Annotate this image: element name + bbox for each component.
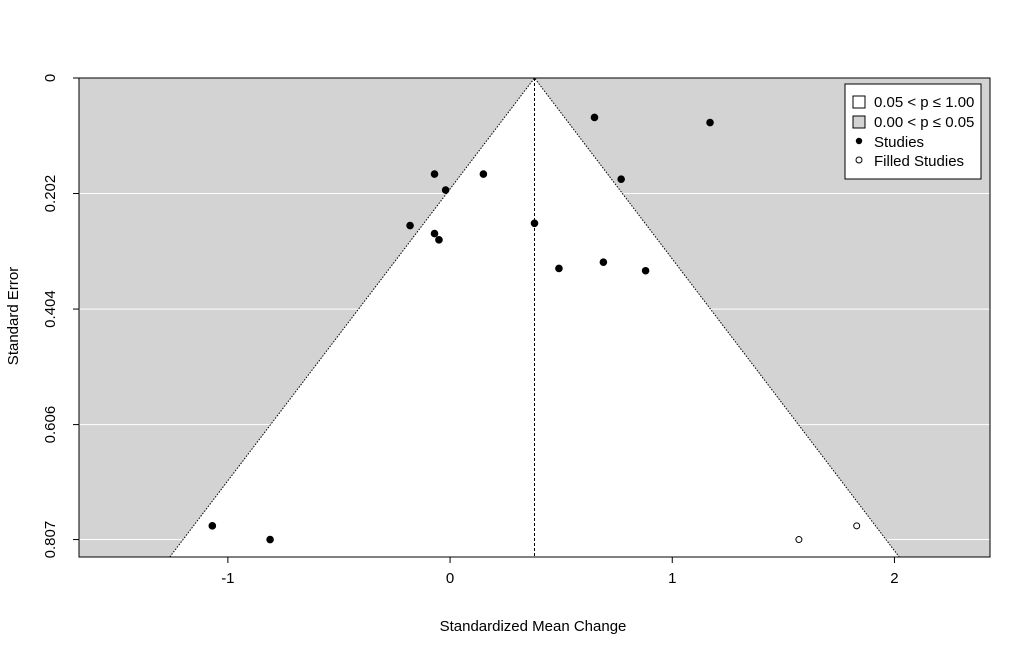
- y-axis-title: Standard Error: [5, 267, 22, 365]
- plot-area: [78, 77, 991, 558]
- legend-symbol-studies: [855, 137, 863, 145]
- study-point-9: [435, 236, 443, 244]
- funnel-region: [169, 78, 900, 557]
- study-point-5: [441, 186, 450, 194]
- legend: 0.05 < p ≤ 1.00 0.00 < p ≤ 0.05 Studies …: [844, 83, 982, 180]
- study-point-14: [266, 535, 274, 544]
- study-point-3: [479, 170, 488, 178]
- y-tick-label-2: 0.404: [42, 290, 59, 328]
- legend-symbol-funnel: [852, 95, 866, 109]
- filled-study-point-1: [853, 522, 861, 530]
- y-tick-label-0: 0: [42, 74, 59, 82]
- study-point-13: [208, 522, 217, 530]
- study-point-7: [530, 219, 539, 228]
- legend-label-studies: Studies: [874, 134, 924, 151]
- x-tick-label-0: -1: [221, 570, 234, 587]
- x-axis-title: Standardized Mean Change: [440, 618, 627, 635]
- y-tick-label-3: 0.606: [42, 406, 59, 444]
- study-point-2: [430, 170, 439, 178]
- study-point-10: [599, 258, 608, 266]
- funnel-edge-lines: [169, 78, 900, 557]
- y-tick-label-1: 0.202: [42, 175, 59, 213]
- study-point-6: [406, 221, 414, 230]
- study-point-12: [641, 266, 650, 275]
- study-point-0: [590, 113, 599, 122]
- y-axis: 0 0.202 0.404 0.606 0.807: [42, 74, 79, 559]
- legend-symbol-filled-studies: [855, 156, 863, 164]
- x-tick-label-3: 2: [890, 570, 898, 587]
- study-point-4: [617, 175, 625, 184]
- study-points: [208, 113, 861, 544]
- study-point-11: [555, 264, 563, 273]
- x-tick-label-2: 1: [668, 570, 676, 587]
- legend-label-filled-studies: Filled Studies: [874, 153, 964, 170]
- study-point-1: [706, 118, 714, 127]
- filled-study-point-0: [795, 536, 803, 544]
- study-point-8: [430, 229, 439, 238]
- plot-frame: [78, 77, 991, 558]
- y-tick-label-4: 0.807: [42, 521, 59, 559]
- legend-label-funnel: 0.05 < p ≤ 1.00: [874, 94, 974, 111]
- legend-label-shaded: 0.00 < p ≤ 0.05: [874, 114, 974, 131]
- x-tick-label-1: 0: [446, 570, 454, 587]
- legend-symbol-shaded: [852, 115, 866, 129]
- x-axis: -1 0 1 2: [221, 557, 899, 587]
- legend-box: [844, 83, 982, 180]
